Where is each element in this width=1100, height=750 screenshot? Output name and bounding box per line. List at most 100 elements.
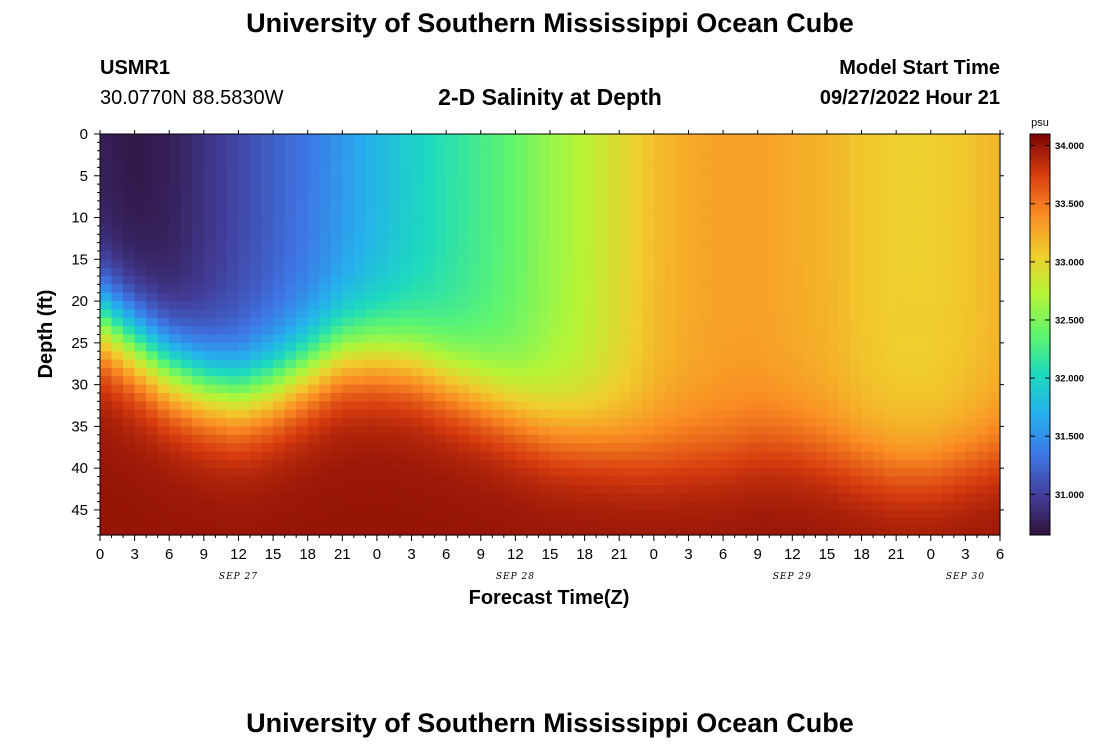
heat-cell: [134, 351, 147, 361]
heat-cell: [550, 384, 563, 394]
heat-cell: [607, 376, 620, 386]
heat-cell: [342, 443, 355, 453]
heat-cell: [319, 384, 332, 394]
heat-cell: [861, 134, 874, 143]
heat-cell: [919, 351, 932, 361]
heat-cell: [896, 309, 909, 319]
heat-cell: [896, 526, 909, 536]
heat-cell: [319, 509, 332, 519]
heat-cell: [723, 326, 736, 336]
heat-cell: [180, 418, 193, 427]
heat-cell: [826, 509, 840, 519]
heat-cell: [111, 159, 124, 169]
heat-cell: [526, 317, 540, 327]
heat-cell: [180, 292, 193, 302]
heat-cell: [573, 443, 586, 453]
heat-cell: [342, 200, 355, 210]
heat-cell: [688, 376, 701, 386]
heat-cell: [342, 401, 355, 411]
heat-cell: [688, 351, 701, 361]
heat-cell: [988, 426, 1001, 436]
heat-cell: [134, 225, 147, 235]
heat-cell: [815, 451, 828, 461]
heat-cell: [480, 518, 493, 528]
heat-cell: [342, 342, 355, 352]
heat-cell: [642, 409, 655, 419]
heat-cell: [550, 334, 563, 344]
heat-cell: [884, 167, 897, 177]
heat-cell: [642, 200, 655, 210]
heat-cell: [480, 217, 493, 227]
heat-cell: [700, 217, 713, 227]
heat-cell: [400, 225, 413, 235]
heat-cell: [700, 142, 713, 152]
heat-cell: [423, 459, 436, 469]
heat-cell: [850, 150, 863, 160]
heat-cell: [238, 301, 251, 311]
heat-cell: [746, 150, 759, 160]
heat-cell: [376, 292, 390, 302]
heat-cell: [330, 225, 343, 235]
heat-cell: [169, 409, 182, 419]
heat-cell: [250, 184, 263, 194]
heat-cell: [480, 267, 493, 277]
heat-cell: [630, 401, 643, 411]
heat-cell: [203, 292, 216, 302]
heat-cell: [550, 175, 563, 185]
heat-cell: [826, 209, 840, 219]
heat-cell: [850, 418, 863, 427]
heat-cell: [746, 317, 759, 327]
heat-cell: [469, 217, 482, 227]
heat-cell: [907, 276, 920, 285]
heat-cell: [411, 267, 424, 277]
heat-cell: [111, 342, 124, 352]
heat-cell: [711, 334, 724, 344]
heat-cell: [688, 451, 701, 461]
heat-cell: [400, 150, 413, 160]
heat-cell: [423, 468, 436, 478]
heat-cell: [250, 367, 263, 377]
heat-cell: [723, 242, 736, 252]
heat-cell: [896, 259, 909, 269]
heat-cell: [676, 134, 690, 143]
heat-cell: [792, 334, 805, 344]
heat-cell: [723, 409, 736, 419]
heat-cell: [492, 384, 505, 394]
heat-cell: [676, 225, 690, 235]
heat-cell: [226, 351, 240, 361]
heat-cell: [826, 250, 840, 260]
heat-cell: [607, 509, 620, 519]
heat-cell: [400, 192, 413, 202]
heat-cell: [307, 259, 320, 269]
heat-cell: [700, 493, 713, 503]
heat-cell: [792, 284, 805, 294]
heat-cell: [319, 200, 332, 210]
date-label: SEP 28: [496, 572, 535, 582]
heat-cell: [746, 493, 759, 503]
heat-cell: [319, 334, 332, 344]
heat-cell: [953, 418, 966, 427]
heat-cell: [861, 451, 874, 461]
heat-cell: [261, 443, 274, 453]
heat-cell: [780, 434, 793, 444]
heat-cell: [700, 326, 713, 336]
heat-cell: [884, 309, 897, 319]
heat-cell: [423, 418, 436, 427]
heat-cell: [780, 250, 793, 260]
heat-cell: [780, 418, 793, 427]
heat-cell: [653, 142, 666, 152]
heat-cell: [180, 175, 193, 185]
heat-cell: [792, 401, 805, 411]
heat-cell: [261, 468, 274, 478]
heat-cell: [192, 301, 205, 311]
heat-cell: [803, 292, 816, 302]
heat-cell: [573, 167, 586, 177]
heat-cell: [896, 501, 909, 511]
heat-cell: [896, 225, 909, 235]
heat-cell: [653, 259, 666, 269]
heat-cell: [273, 418, 286, 427]
heat-cell: [215, 493, 228, 503]
heat-cell: [769, 359, 782, 369]
heat-cell: [250, 493, 263, 503]
heat-cell: [584, 367, 597, 377]
